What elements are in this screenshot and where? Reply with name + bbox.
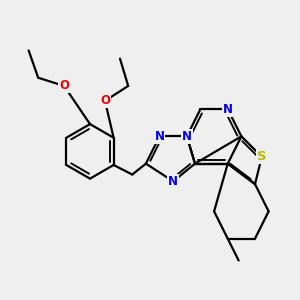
Text: S: S xyxy=(257,150,267,163)
Text: O: O xyxy=(100,94,110,107)
Text: N: N xyxy=(168,175,178,188)
Text: N: N xyxy=(154,130,164,143)
Text: O: O xyxy=(59,80,69,92)
Text: N: N xyxy=(182,130,192,143)
Text: N: N xyxy=(223,103,233,116)
